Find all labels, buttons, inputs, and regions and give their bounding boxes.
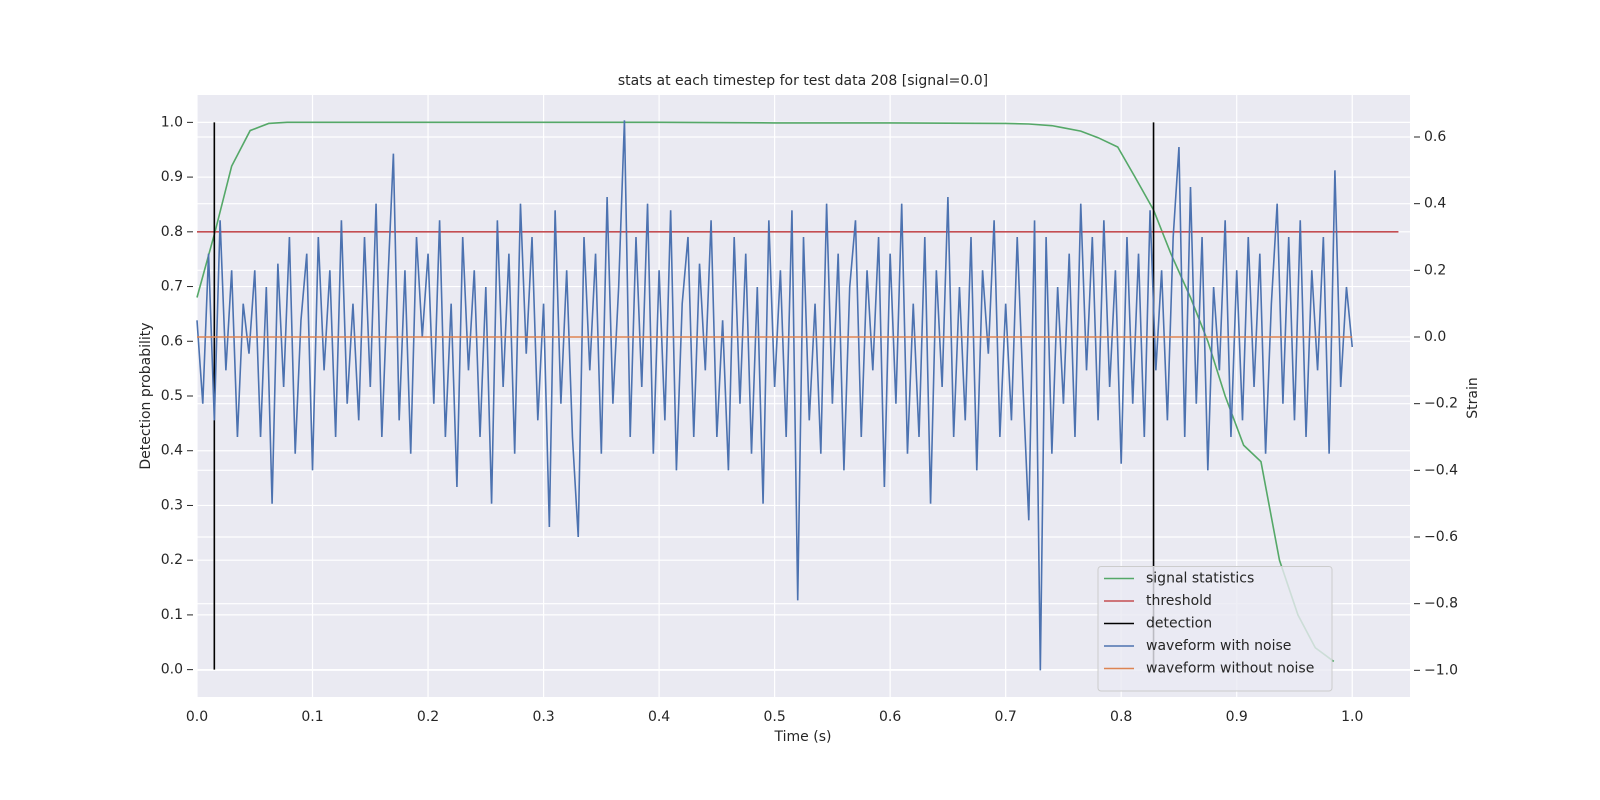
y2-axis-label: Strain — [1465, 377, 1481, 418]
legend-label: waveform without noise — [1146, 661, 1314, 677]
x-tick-label: 0.0 — [186, 709, 208, 725]
y2-tick-label: −1.0 — [1424, 662, 1458, 678]
chart-title: stats at each timestep for test data 208… — [618, 73, 988, 89]
x-tick-label: 0.3 — [532, 709, 554, 725]
y-axis-label: Detection probability — [138, 322, 154, 469]
legend-box — [1097, 566, 1333, 692]
y-tick-label: 0.9 — [161, 169, 183, 185]
x-tick-label: 0.9 — [1226, 709, 1248, 725]
y2-tick-label: 0.6 — [1424, 129, 1446, 145]
y2-tick-label: 0.2 — [1424, 262, 1446, 278]
y2-tick-label: 0.0 — [1424, 329, 1446, 345]
x-tick-label: 0.1 — [301, 709, 323, 725]
legend-label: detection — [1146, 616, 1212, 632]
y-tick-label: 0.1 — [161, 607, 183, 623]
y-tick-label: 0.2 — [161, 552, 183, 568]
x-tick-label: 0.5 — [763, 709, 785, 725]
legend-label: waveform with noise — [1146, 638, 1291, 654]
y-tick-label: 0.4 — [161, 443, 183, 459]
y2-tick-label: −0.8 — [1424, 596, 1458, 612]
y-tick-label: 0.7 — [161, 279, 183, 295]
x-tick-label: 0.8 — [1110, 709, 1132, 725]
x-tick-label: 0.6 — [879, 709, 901, 725]
legend-label: signal statistics — [1146, 571, 1254, 587]
axes: 0.0 0.1 0.2 0.3 0.4 0.5 0.6 0.7 0.8 0.9 1.0 0.0 0.1 0… — [161, 114, 1458, 725]
y-tick-label: 0.5 — [161, 388, 183, 404]
x-axis-label: Time (s) — [774, 729, 832, 745]
y-tick-label: 0.3 — [161, 497, 183, 513]
legend: signal statistics threshold detection wavef… — [1097, 566, 1333, 692]
series-line — [196, 120, 1354, 671]
y2-tick-label: −0.4 — [1424, 462, 1458, 478]
y2-tick-label: 0.4 — [1424, 196, 1446, 212]
y-tick-label: 0.8 — [161, 224, 183, 240]
x-tick-label: 0.2 — [417, 709, 439, 725]
y-tick-label: 0.0 — [161, 662, 183, 678]
y2-tick-label: −0.6 — [1424, 529, 1458, 545]
x-tick-label: 0.4 — [648, 709, 670, 725]
y-tick-label: 1.0 — [161, 114, 183, 130]
y-tick-label: 0.6 — [161, 333, 183, 349]
series-line — [196, 121, 1335, 663]
x-tick-label: 1.0 — [1341, 709, 1363, 725]
y2-tick-label: −0.2 — [1424, 396, 1458, 412]
x-tick-label: 0.7 — [995, 709, 1017, 725]
legend-label: threshold — [1146, 593, 1212, 609]
